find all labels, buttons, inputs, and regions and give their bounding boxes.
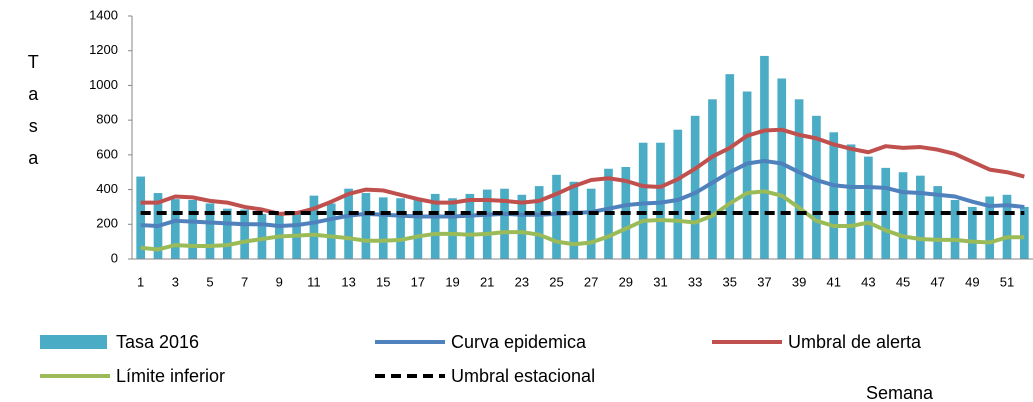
bar [344,188,353,259]
bar [1002,194,1012,259]
x-tick-label: 27 [584,274,598,289]
x-tick-label: 49 [965,274,979,289]
bar [205,203,215,259]
x-tick-label: 23 [515,274,529,289]
bar [968,206,977,259]
bar [222,208,232,259]
bar [864,156,873,259]
bar [725,74,735,260]
bar [257,213,267,259]
bar [378,197,388,259]
x-tick-label: 7 [241,274,248,289]
bar [500,188,509,259]
bar [309,195,319,259]
bar [777,78,787,259]
y-tick-label: 400 [96,181,118,196]
bar [742,91,752,259]
bar [465,193,475,259]
legend-swatch [40,335,107,349]
x-tick-label: 13 [341,274,355,289]
bar [188,199,197,259]
legend-label: Umbral de alerta [788,332,922,352]
bar [794,99,804,259]
bar [569,181,579,259]
x-axis-label: Semana [866,383,934,402]
y-tick-label: 0 [111,250,118,265]
legend-label: Tasa 2016 [116,332,199,352]
bar [829,132,839,259]
series-line [140,127,1025,216]
x-tick-label: 31 [653,274,667,289]
bar [985,196,995,259]
x-tick-label: 43 [861,274,875,289]
x-tick-label: 9 [276,274,283,289]
bar [430,193,440,259]
bar [690,115,700,259]
x-tick-label: 51 [1000,274,1014,289]
x-tick-label: 25 [549,274,563,289]
bar [586,188,596,259]
x-tick-label: 35 [723,274,737,289]
bar [846,144,856,259]
y-axis-label: Tasa [23,52,43,180]
bar [898,172,908,259]
y-tick-label: 200 [96,216,118,231]
x-tick-label: 29 [619,274,633,289]
legend-label: Límite inferior [116,366,225,386]
bar [916,175,925,259]
x-tick-label: 37 [757,274,771,289]
series-line [140,158,1025,229]
bar [240,209,249,259]
bar [361,193,371,259]
x-tick-label: 11 [307,274,321,289]
bar [396,198,405,259]
y-tick-label: 800 [96,112,118,127]
bar [413,199,423,259]
y-tick-label: 1400 [89,7,118,22]
bar [534,186,544,259]
bar [517,194,527,259]
x-tick-label: 1 [137,274,144,289]
bar [1020,206,1029,259]
y-tick-label: 1200 [89,42,118,57]
x-tick-label: 33 [688,274,702,289]
bar [933,186,943,259]
bar [552,174,561,259]
legend-label: Curva epidemica [451,332,587,352]
bar [170,199,180,259]
x-tick-label: 19 [445,274,459,289]
bar [708,99,717,259]
x-tick-label: 21 [480,274,494,289]
bar [136,176,145,259]
bar [638,142,648,259]
x-tick-label: 15 [376,274,390,289]
bar [482,189,492,259]
bar [812,115,821,259]
bar [448,198,457,259]
series-line [140,189,1025,252]
bar [326,203,336,259]
bar [760,55,769,259]
legend-label: Umbral estacional [451,366,595,386]
bar [950,199,960,259]
y-tick-label: 1000 [89,77,118,92]
x-tick-label: 3 [172,274,179,289]
x-tick-label: 45 [896,274,910,289]
x-tick-label: 47 [930,274,944,289]
x-tick-label: 17 [411,274,425,289]
x-tick-label: 39 [792,274,806,289]
x-tick-label: 41 [827,274,841,289]
bar [673,129,683,259]
x-tick-label: 5 [206,274,213,289]
y-tick-label: 600 [96,146,118,161]
